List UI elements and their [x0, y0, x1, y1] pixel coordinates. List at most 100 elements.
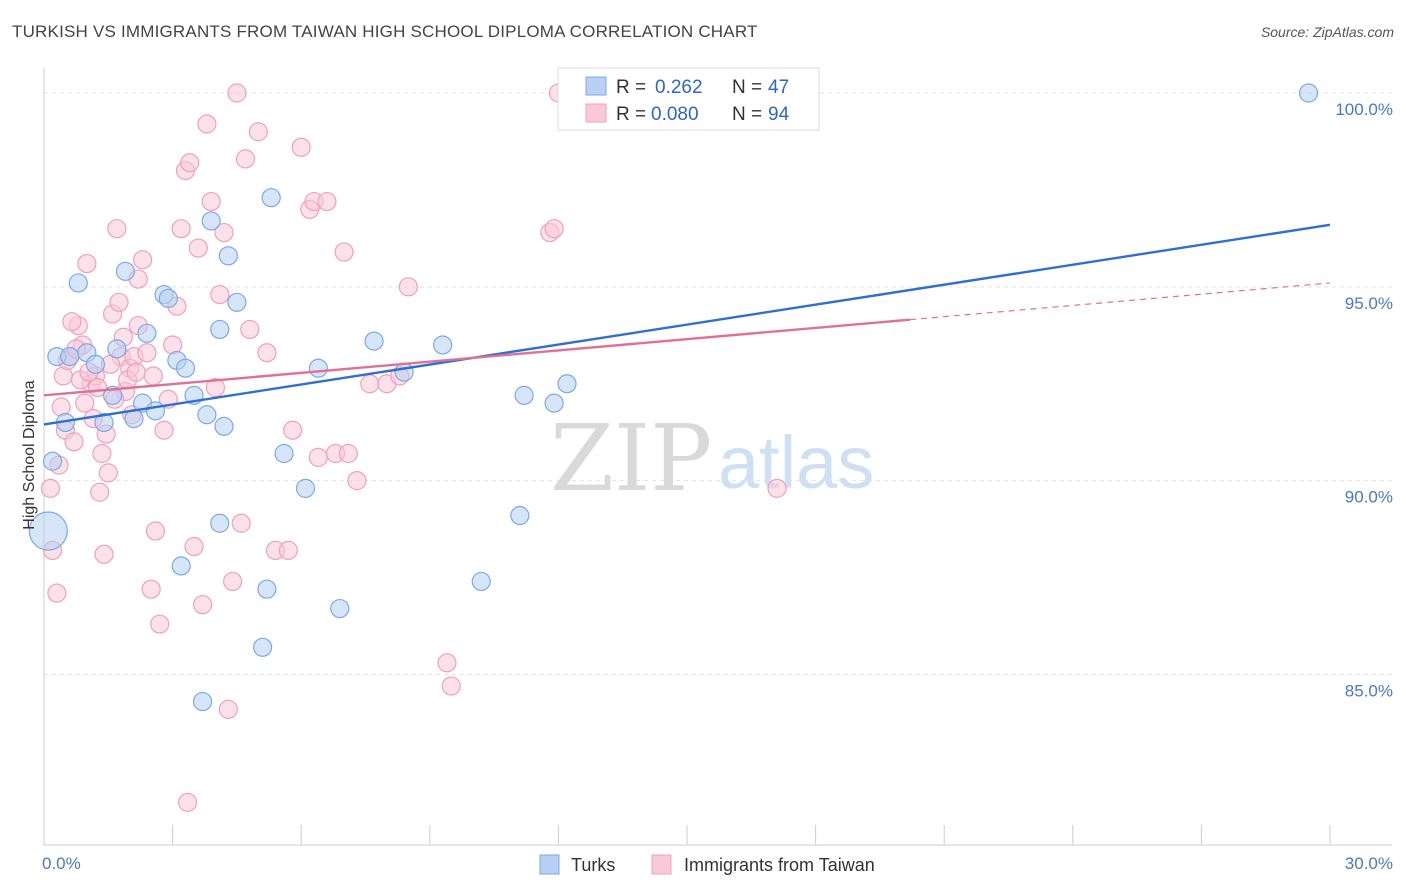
taiwan-point [201, 191, 221, 212]
turks-point [171, 556, 191, 576]
turks-point [94, 412, 114, 433]
taiwan-point [308, 447, 328, 467]
taiwan-point [197, 114, 217, 134]
turks-point [274, 443, 294, 464]
turks-point [471, 571, 491, 592]
axes [43, 68, 1392, 846]
legend-n-value-taiwan: 94 [768, 104, 790, 125]
turks-point [193, 691, 213, 712]
taiwan-point [77, 253, 97, 274]
taiwan-point [75, 393, 95, 413]
bottom-legend-label-turks: Turks [571, 855, 615, 875]
taiwan-point [218, 699, 238, 719]
taiwan-point [180, 153, 200, 173]
taiwan-point [291, 137, 311, 157]
watermark-zip: ZIP [550, 405, 712, 512]
taiwan-point [398, 277, 418, 297]
taiwan-point [92, 443, 112, 464]
taiwan-point [137, 343, 157, 363]
y-tick-label: 100.0% [1335, 100, 1393, 119]
turks-point [261, 188, 281, 208]
taiwan-point [184, 536, 204, 557]
taiwan-point [210, 284, 230, 305]
turks-point [137, 323, 157, 343]
taiwan-point [188, 238, 208, 258]
turks-point [433, 335, 453, 355]
turks-point [1298, 83, 1319, 103]
y-tick-label: 90.0% [1345, 488, 1393, 507]
taiwan-point [347, 471, 367, 491]
source-note: Source: ZipAtlas.com [1260, 24, 1394, 40]
bottom-legend-swatch-taiwan [651, 854, 672, 875]
legend-n-value-turks: 47 [768, 77, 789, 98]
taiwan-point [62, 312, 82, 332]
turks-point [115, 261, 136, 281]
taiwan-point [98, 463, 118, 483]
turks-point [175, 358, 196, 378]
taiwan-point [248, 122, 268, 142]
x-tick-labels: 0.0% 30.0% [42, 854, 1393, 873]
turks-point [544, 393, 564, 413]
legend-r-label-turks: R = [616, 77, 646, 98]
turks-point [60, 346, 80, 367]
taiwan-point [178, 792, 198, 812]
bottom-legend: Turks Immigrants from Taiwan [539, 854, 875, 875]
taiwan-point [171, 219, 191, 239]
taiwan-point [145, 521, 166, 541]
taiwan-point [150, 614, 170, 634]
taiwan-trend-line [43, 318, 911, 397]
taiwan-point [227, 83, 247, 103]
turks-point [197, 405, 217, 425]
taiwan-point [40, 478, 61, 498]
turks-point [210, 319, 230, 340]
chart-title: TURKISH VS IMMIGRANTS FROM TAIWAN HIGH S… [12, 22, 758, 41]
x-tick-label: 30.0% [1345, 854, 1393, 873]
taiwan-point [441, 676, 461, 696]
turks-point [330, 598, 350, 619]
turks-point [510, 505, 530, 526]
taiwan-point [257, 343, 277, 363]
taiwan-point [338, 443, 358, 464]
turks-point [28, 511, 68, 551]
watermark: ZIP atlas [550, 405, 874, 512]
taiwan-point [767, 478, 787, 498]
legend-r-value-taiwan: 0.080 [651, 104, 699, 125]
taiwan-point [126, 362, 146, 382]
data-points [28, 83, 1319, 812]
turks-point [295, 478, 316, 498]
turks-point [201, 211, 221, 231]
turks-point [145, 401, 166, 421]
taiwan-point [544, 219, 564, 239]
turks-trend-line [43, 223, 1331, 426]
grid [44, 92, 1392, 675]
taiwan-point [278, 540, 298, 561]
legend-swatch-taiwan [585, 103, 607, 123]
taiwan-point [334, 242, 354, 262]
turks-point [394, 362, 414, 382]
x-tick-label: 0.0% [42, 854, 81, 873]
turks-point [253, 637, 273, 657]
turks-point [308, 358, 328, 378]
y-tick-label: 85.0% [1345, 681, 1393, 700]
legend-n-label-taiwan: N = [732, 104, 762, 125]
turks-point [68, 273, 88, 293]
y-tick-labels: 85.0% 90.0% 95.0% 100.0% [1335, 100, 1393, 700]
turks-point [210, 513, 230, 533]
turks-point [85, 354, 106, 374]
trend-lines [43, 223, 1331, 426]
taiwan-point [317, 191, 337, 212]
turks-point [557, 374, 577, 394]
taiwan-point [437, 653, 457, 673]
turks-point [158, 288, 178, 309]
taiwan-point [193, 595, 213, 615]
turks-point [107, 339, 127, 359]
y-tick-label: 95.0% [1345, 294, 1393, 313]
taiwan-point [143, 366, 163, 386]
taiwan-point [64, 432, 84, 452]
taiwan-point [154, 420, 174, 440]
watermark-atlas: atlas [718, 421, 874, 504]
bottom-legend-label-taiwan: Immigrants from Taiwan [684, 855, 875, 875]
taiwan-point [47, 583, 67, 603]
taiwan-point [240, 319, 260, 340]
